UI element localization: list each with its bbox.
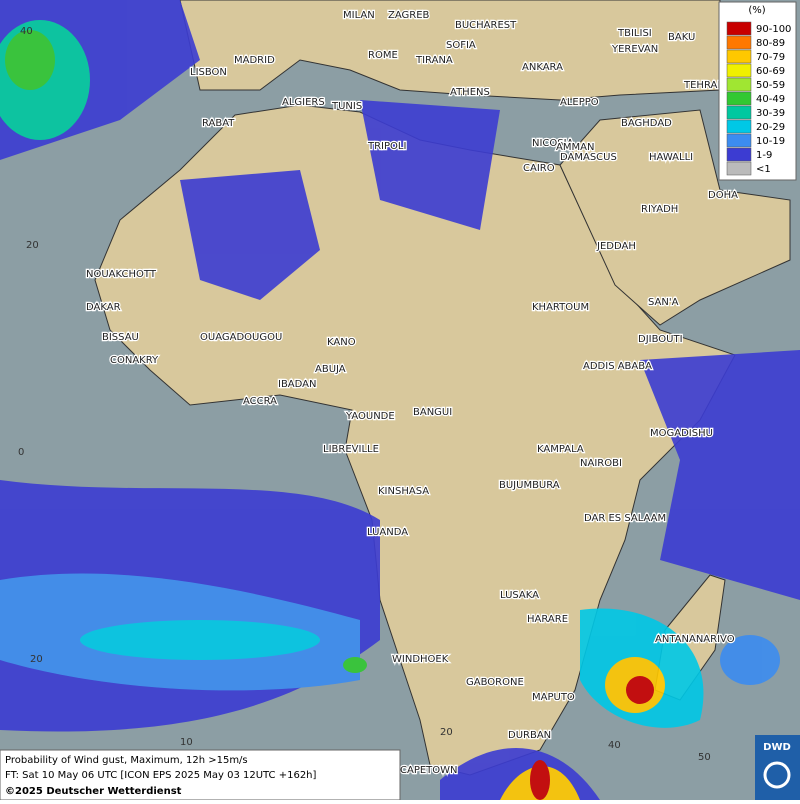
city-label: MAPUTO bbox=[532, 692, 575, 703]
city-label: TUNIS bbox=[331, 101, 362, 112]
lat-label: 40 bbox=[20, 26, 33, 37]
city-label: MILAN bbox=[343, 10, 375, 21]
city-label: DOHA bbox=[708, 190, 738, 201]
city-label: JEDDAH bbox=[596, 241, 636, 252]
legend-label: 70-79 bbox=[756, 52, 785, 63]
city-label: DAR ES SALAAM bbox=[584, 513, 666, 524]
city-label: GABORONE bbox=[466, 677, 524, 688]
logo: DWD bbox=[755, 735, 800, 800]
legend-swatch bbox=[726, 49, 752, 64]
city-label: CAPETOWN bbox=[400, 765, 458, 776]
city-label: LIBREVILLE bbox=[323, 444, 379, 455]
city-label: HARARE bbox=[527, 614, 568, 625]
caption-line: ©2025 Deutscher Wetterdienst bbox=[5, 786, 182, 797]
legend-swatch bbox=[726, 91, 752, 106]
city-label: BAKU bbox=[668, 32, 695, 43]
city-label: DURBAN bbox=[508, 730, 551, 741]
city-label: DAKAR bbox=[86, 302, 121, 313]
legend-label: 60-69 bbox=[756, 66, 785, 77]
city-label: KAMPALA bbox=[537, 444, 584, 455]
legend-label: 1-9 bbox=[756, 150, 772, 161]
city-label: RABAT bbox=[202, 118, 235, 129]
legend-swatch bbox=[726, 77, 752, 92]
city-label: LUANDA bbox=[367, 527, 408, 538]
city-label: ZAGREB bbox=[388, 10, 430, 21]
city-label: NOUAKCHOTT bbox=[86, 269, 157, 280]
city-label: SOFIA bbox=[446, 40, 476, 51]
legend-swatch bbox=[726, 35, 752, 50]
city-label: MOGADISHU bbox=[650, 428, 713, 439]
legend-label: 30-39 bbox=[756, 108, 785, 119]
city-label: ABUJA bbox=[315, 364, 346, 375]
legend-title: (%) bbox=[748, 5, 765, 16]
city-label: NAIROBI bbox=[580, 458, 622, 469]
lat-label: 20 bbox=[26, 240, 39, 251]
lat-label: 20 bbox=[30, 654, 43, 665]
city-label: YAOUNDE bbox=[345, 411, 395, 422]
legend-label: 90-100 bbox=[756, 24, 791, 35]
city-label: DJIBOUTI bbox=[638, 334, 683, 345]
city-label: BUJUMBURA bbox=[499, 480, 560, 491]
legend-label: <1 bbox=[756, 164, 771, 175]
caption: Probability of Wind gust, Maximum, 12h >… bbox=[0, 749, 401, 801]
logo-text: DWD bbox=[763, 742, 791, 753]
city-label: SAN'A bbox=[648, 297, 679, 308]
city-label: KINSHASA bbox=[378, 486, 429, 497]
city-label: BUCHAREST bbox=[455, 20, 517, 31]
legend-label: 40-49 bbox=[756, 94, 785, 105]
city-label: CONAKRY bbox=[110, 355, 159, 366]
city-label: TBILISI bbox=[617, 28, 652, 39]
city-label: BANGUI bbox=[413, 407, 452, 418]
lon-label: 50 bbox=[698, 752, 711, 763]
city-label: ADDIS ABABA bbox=[583, 361, 652, 372]
legend-swatch bbox=[726, 133, 752, 148]
city-label: LISBON bbox=[190, 67, 227, 78]
legend-swatch bbox=[726, 105, 752, 120]
city-label: ANTANANARIVO bbox=[655, 634, 735, 645]
caption-line: Probability of Wind gust, Maximum, 12h >… bbox=[5, 755, 248, 766]
legend-swatch bbox=[726, 63, 752, 78]
city-label: KANO bbox=[327, 337, 356, 348]
legend-label: 50-59 bbox=[756, 80, 785, 91]
city-label: ALEPPO bbox=[560, 97, 599, 108]
city-label: ATHENS bbox=[450, 87, 490, 98]
city-label: HAWALLI bbox=[649, 152, 693, 163]
city-label: WINDHOEK bbox=[392, 654, 449, 665]
city-label: YEREVAN bbox=[611, 44, 658, 55]
city-label: DAMASCUS bbox=[560, 152, 617, 163]
lon-label: 10 bbox=[180, 737, 193, 748]
city-label: IBADAN bbox=[278, 379, 317, 390]
legend-label: 10-19 bbox=[756, 136, 785, 147]
city-label: RIYADH bbox=[641, 204, 678, 215]
city-label: TRIPOLI bbox=[367, 141, 406, 152]
city-label: ROME bbox=[368, 50, 398, 61]
legend-label: 20-29 bbox=[756, 122, 785, 133]
city-label: OUAGADOUGOU bbox=[200, 332, 282, 343]
city-label: MADRID bbox=[234, 55, 275, 66]
city-label: LUSAKA bbox=[500, 590, 539, 601]
city-label: BAGHDAD bbox=[621, 118, 672, 129]
city-label: ACCRA bbox=[243, 396, 277, 407]
caption-line: FT: Sat 10 May 06 UTC [ICON EPS 2025 May… bbox=[5, 770, 317, 781]
legend-swatch bbox=[726, 147, 752, 162]
lon-label: 20 bbox=[440, 727, 453, 738]
city-label: BISSAU bbox=[102, 332, 139, 343]
city-label: TIRANA bbox=[415, 55, 453, 66]
legend-label: 80-89 bbox=[756, 38, 785, 49]
city-label: ALGIERS bbox=[282, 97, 325, 108]
legend: (%) 90-100 80-89 70-79 60-69 50-59 40-49 30-39… bbox=[718, 1, 797, 181]
legend-swatch bbox=[726, 161, 752, 176]
city-label: CAIRO bbox=[523, 163, 555, 174]
legend-swatch bbox=[726, 119, 752, 134]
lat-label: 0 bbox=[18, 447, 24, 458]
city-label: NICOSIA bbox=[532, 138, 574, 149]
city-label: KHARTOUM bbox=[532, 302, 589, 313]
lon-label: 40 bbox=[608, 740, 621, 751]
city-label: ANKARA bbox=[522, 62, 563, 73]
city-label: AMMAN bbox=[556, 142, 594, 153]
legend-swatch bbox=[726, 21, 752, 36]
city-label: TEHRAN bbox=[683, 80, 725, 91]
